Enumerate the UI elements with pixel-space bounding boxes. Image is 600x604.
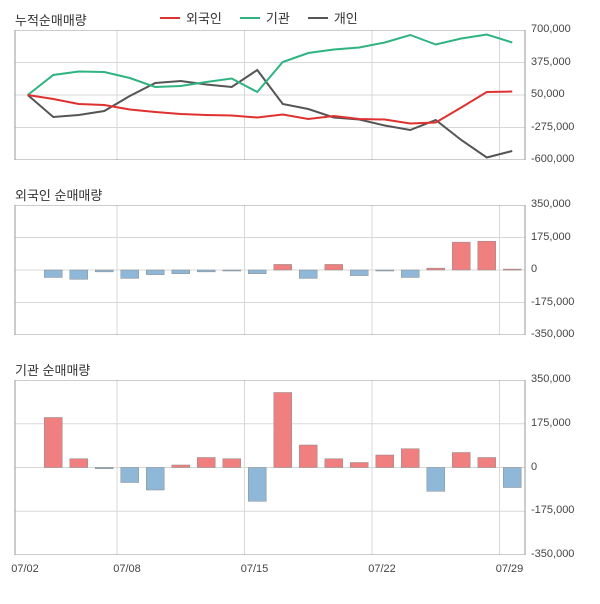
legend: 외국인 기관 개인 bbox=[160, 8, 358, 27]
x-tick-label: 07/08 bbox=[97, 563, 157, 575]
panel3-chart bbox=[0, 380, 600, 555]
x-tick-label: 07/22 bbox=[352, 563, 412, 575]
x-tick-label: 07/02 bbox=[0, 563, 55, 575]
y-tick-label: 175,000 bbox=[531, 231, 571, 243]
y-tick-label: 50,000 bbox=[531, 88, 565, 100]
legend-swatch bbox=[160, 17, 180, 19]
panel1-chart bbox=[0, 30, 600, 160]
y-tick-label: 0 bbox=[531, 263, 537, 275]
y-tick-label: -350,000 bbox=[531, 328, 574, 340]
panel2-title: 외국인 순매매량 bbox=[15, 185, 102, 204]
x-tick-label: 07/29 bbox=[480, 563, 540, 575]
y-tick-label: 375,000 bbox=[531, 56, 571, 68]
y-tick-label: -175,000 bbox=[531, 504, 574, 516]
y-tick-label: -350,000 bbox=[531, 548, 574, 560]
panel2-chart bbox=[0, 205, 600, 335]
legend-swatch bbox=[240, 17, 260, 19]
x-tick-label: 07/15 bbox=[225, 563, 285, 575]
panel3-title: 기관 순매매량 bbox=[15, 360, 90, 379]
y-tick-label: -600,000 bbox=[531, 153, 574, 165]
y-tick-label: -275,000 bbox=[531, 121, 574, 133]
y-tick-label: 700,000 bbox=[531, 23, 571, 35]
legend-item: 외국인 bbox=[160, 8, 222, 27]
y-tick-label: 0 bbox=[531, 461, 537, 473]
legend-label: 개인 bbox=[334, 8, 358, 27]
y-tick-label: 175,000 bbox=[531, 417, 571, 429]
legend-item: 개인 bbox=[308, 8, 358, 27]
y-tick-label: 350,000 bbox=[531, 198, 571, 210]
panel1-title: 누적순매매량 bbox=[15, 10, 87, 29]
legend-swatch bbox=[308, 17, 328, 19]
y-tick-label: 350,000 bbox=[531, 373, 571, 385]
legend-label: 외국인 bbox=[186, 8, 222, 27]
legend-item: 기관 bbox=[240, 8, 290, 27]
y-tick-label: -175,000 bbox=[531, 296, 574, 308]
legend-label: 기관 bbox=[266, 8, 290, 27]
